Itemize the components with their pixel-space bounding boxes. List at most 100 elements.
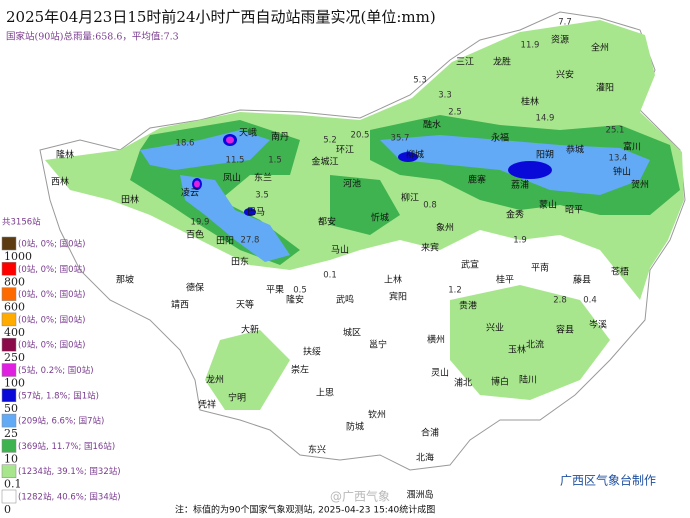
place-label: 百色 — [186, 229, 204, 241]
place-label: 龙州 — [206, 374, 224, 386]
legend-swatch — [1, 464, 17, 478]
place-label: 那坡 — [116, 274, 134, 286]
legend-break: 1000 — [4, 250, 32, 263]
place-label: 钟山 — [613, 166, 631, 178]
station-value: 20.5 — [351, 131, 370, 141]
place-label: 藤县 — [573, 274, 591, 286]
legend-count: (0站, 0%; 国0站) — [18, 239, 85, 250]
station-value: 1.9 — [513, 236, 527, 246]
agency: 广西区气象台制作 — [560, 473, 656, 488]
map-title: 2025年04月23日15时前24小时广西自动站雨量实况(单位:mm) — [6, 8, 436, 26]
rain-area — [140, 130, 270, 170]
station-value: 11.9 — [521, 41, 540, 51]
place-label: 东兰 — [254, 172, 272, 184]
rain-area — [205, 330, 290, 410]
place-label: 武鸣 — [336, 294, 354, 306]
place-label: 隆安 — [286, 294, 304, 306]
place-label: 灌阳 — [596, 82, 614, 94]
legend-break: 250 — [4, 351, 25, 364]
legend-count: (1282站, 40.6%; 国34站) — [18, 492, 121, 503]
place-label: 北海 — [416, 452, 434, 464]
legend-count: (209站, 6.6%; 国7站) — [18, 416, 104, 427]
place-label: 博白 — [491, 376, 509, 388]
place-label: 兴业 — [486, 323, 504, 334]
station-value: 13.4 — [609, 154, 628, 164]
place-label: 鹿寨 — [468, 174, 486, 186]
rain-area — [226, 136, 234, 144]
place-label: 防城 — [346, 421, 364, 433]
place-label: 河池 — [343, 178, 361, 190]
place-label: 忻城 — [371, 212, 389, 224]
legend-count: (0站, 0%; 国0站) — [18, 264, 85, 275]
legend-swatch — [1, 439, 17, 453]
station-value: 18.6 — [176, 139, 195, 149]
place-label: 平南 — [531, 262, 549, 274]
station-values: 7.7 11.9 5.3 3.3 2.5 14.9 25.1 35.7 13.4 18.6 11.5… — [176, 18, 628, 306]
place-label: 合浦 — [421, 427, 439, 439]
rain-area — [398, 152, 418, 162]
legend-count: (0站, 0%; 国0站) — [18, 314, 85, 325]
place-label: 田东 — [231, 256, 249, 268]
place-label: 融水 — [423, 119, 441, 131]
station-value: 11.5 — [226, 156, 245, 166]
place-label: 荔浦 — [511, 179, 529, 191]
place-label: 贵港 — [459, 300, 477, 312]
place-label: 扶绥 — [303, 346, 321, 358]
legend-break: 50 — [4, 402, 18, 415]
legend: (0站, 0%; 国0站) (0站, 0%; 国0站) (0站, 0%; 国0站) (… — [1, 236, 121, 516]
station-value: 2.5 — [448, 108, 462, 118]
rain-area — [194, 180, 200, 188]
place-label: 隆林 — [56, 149, 74, 161]
place-label: 大新 — [241, 324, 259, 336]
rain-area — [330, 175, 400, 235]
place-label: 宁明 — [228, 392, 246, 404]
place-label: 田阳 — [216, 236, 234, 247]
place-label: 邕宁 — [369, 339, 387, 351]
rain-area — [180, 175, 290, 262]
station-value: 27.8 — [241, 236, 260, 246]
place-label: 柳江 — [401, 192, 419, 204]
place-label: 兴安 — [556, 69, 574, 81]
place-label: 钦州 — [368, 409, 386, 421]
legend-break: 10 — [4, 452, 18, 465]
place-label: 恭城 — [566, 145, 584, 156]
legend-swatch — [1, 262, 17, 276]
place-label: 田林 — [121, 194, 139, 206]
place-label: 灵山 — [431, 368, 449, 379]
legend-count: (0站, 0%; 国0站) — [18, 340, 85, 351]
station-value: 2.8 — [553, 296, 567, 306]
place-label: 崇左 — [291, 364, 309, 376]
legend-swatch — [1, 388, 17, 403]
place-label: 浦北 — [454, 377, 472, 389]
rain-area — [244, 208, 256, 216]
place-label: 岑溪 — [589, 319, 607, 331]
station-value: 3.3 — [438, 91, 452, 101]
place-label: 北流 — [526, 339, 544, 351]
legend-swatch — [1, 337, 17, 352]
place-label: 武宣 — [461, 259, 479, 271]
place-label: 涠洲岛 — [406, 489, 433, 501]
place-label: 巴马 — [247, 207, 265, 218]
footer-note: 注：标值的为90个国家气象观测站, 2025-04-23 15:40统计成图 — [175, 504, 435, 516]
place-label: 来宾 — [421, 242, 439, 254]
station-value: 0.1 — [323, 271, 337, 281]
legend-total: 共3156站 — [2, 217, 41, 228]
station-value: 0.4 — [583, 296, 597, 306]
place-label: 富川 — [623, 141, 641, 153]
place-label: 贺州 — [631, 179, 649, 191]
station-value: 3.5 — [255, 191, 269, 201]
legend-swatch — [1, 413, 17, 428]
place-label: 象州 — [436, 222, 454, 234]
legend-count: (57站, 1.8%; 国1站) — [18, 390, 99, 401]
place-label: 全州 — [591, 42, 609, 54]
place-label: 龙胜 — [493, 56, 511, 68]
legend-swatch — [1, 312, 17, 327]
station-value: 1.2 — [448, 286, 462, 296]
place-label: 柳城 — [406, 149, 424, 161]
place-label: 金城江 — [311, 156, 338, 168]
place-label: 天峨 — [239, 127, 257, 139]
place-label: 容县 — [556, 324, 574, 336]
legend-break: 0 — [4, 503, 11, 516]
station-value: 35.7 — [391, 134, 410, 144]
